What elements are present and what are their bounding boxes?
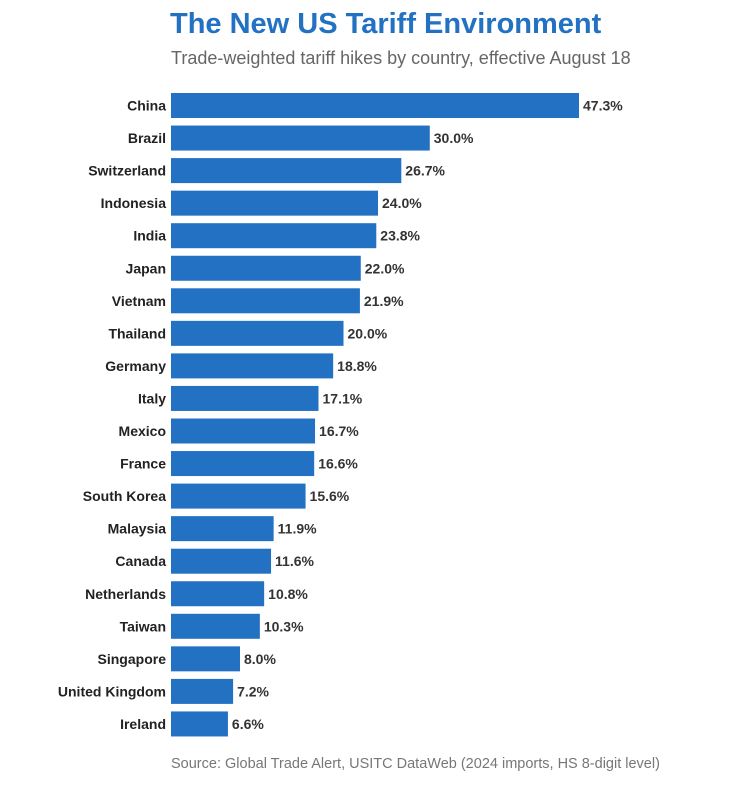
category-label: Indonesia	[101, 195, 167, 211]
value-label: 10.8%	[268, 586, 308, 602]
bar	[171, 711, 228, 737]
value-label: 47.3%	[583, 98, 623, 114]
bar	[171, 613, 260, 639]
category-label: Brazil	[128, 130, 166, 146]
category-label: Netherlands	[85, 586, 166, 602]
category-label: United Kingdom	[58, 683, 166, 699]
value-label: 18.8%	[337, 358, 377, 374]
value-label: 23.8%	[380, 228, 420, 244]
value-label: 30.0%	[434, 130, 474, 146]
category-label: Vietnam	[112, 293, 166, 309]
value-label: 10.3%	[264, 618, 304, 634]
bar	[171, 516, 274, 542]
value-label: 20.0%	[348, 325, 388, 341]
value-label: 11.6%	[275, 553, 314, 569]
category-label: Taiwan	[120, 618, 166, 634]
value-label: 6.6%	[232, 716, 264, 732]
category-label: Japan	[126, 260, 166, 276]
bar	[171, 190, 379, 216]
value-label: 21.9%	[364, 293, 404, 309]
value-label: 11.9%	[278, 521, 317, 537]
value-label: 17.1%	[323, 390, 363, 406]
value-label: 26.7%	[405, 163, 445, 179]
value-label: 16.7%	[319, 423, 359, 439]
bar	[171, 288, 360, 314]
category-label: Italy	[138, 390, 166, 406]
bar	[171, 418, 316, 444]
value-label: 16.6%	[318, 456, 358, 472]
category-label: Ireland	[120, 716, 166, 732]
bar	[171, 678, 234, 704]
category-label: Thailand	[108, 325, 166, 341]
bar	[171, 93, 579, 118]
category-label: South Korea	[83, 488, 166, 504]
chart-title: The New US Tariff Environment	[170, 8, 602, 40]
category-label: China	[127, 98, 166, 114]
category-label: Switzerland	[88, 163, 166, 179]
bar	[171, 125, 430, 151]
value-label: 15.6%	[310, 488, 350, 504]
value-label: 7.2%	[237, 683, 269, 699]
bar	[171, 548, 272, 574]
bar	[171, 353, 334, 379]
value-label: 22.0%	[365, 260, 405, 276]
bar	[171, 158, 402, 184]
value-label: 24.0%	[382, 195, 422, 211]
bar	[171, 320, 344, 346]
category-label: India	[133, 228, 166, 244]
chart-subtitle: Trade-weighted tariff hikes by country, …	[171, 48, 631, 68]
category-label: Canada	[115, 553, 166, 569]
value-label: 8.0%	[244, 651, 276, 667]
category-label: France	[120, 456, 166, 472]
category-label: Singapore	[98, 651, 167, 667]
bar	[171, 385, 319, 411]
category-label: Malaysia	[108, 521, 167, 537]
bar	[171, 646, 241, 672]
bar	[171, 581, 265, 607]
bar	[171, 483, 306, 509]
category-label: Mexico	[119, 423, 166, 439]
bar	[171, 255, 361, 281]
bar	[171, 451, 315, 477]
source-note: Source: Global Trade Alert, USITC DataWe…	[171, 756, 660, 772]
category-label: Germany	[105, 358, 166, 374]
bar	[171, 223, 377, 249]
